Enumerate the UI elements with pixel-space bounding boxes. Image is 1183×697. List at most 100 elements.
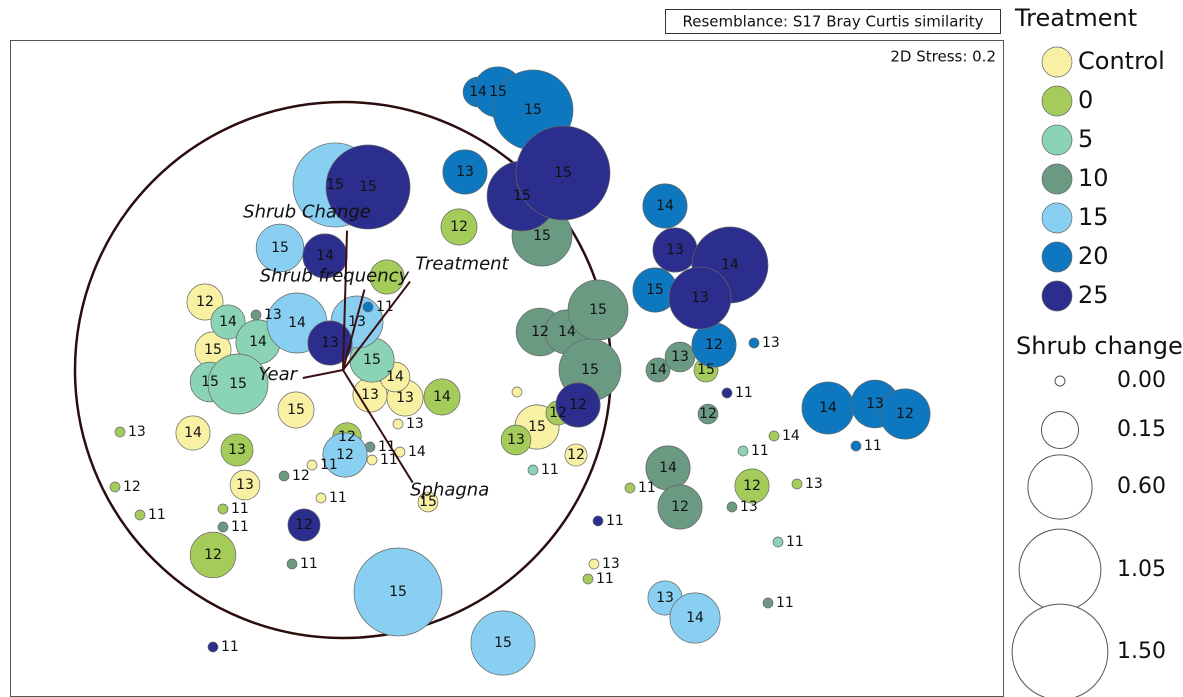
legend-swatch	[1041, 202, 1073, 234]
bubble-label: 12	[123, 479, 141, 495]
bubble	[392, 418, 404, 430]
bubble-label: 13	[762, 335, 780, 351]
bubble-label: 13	[128, 424, 146, 440]
bubble-label: 15	[287, 402, 305, 418]
bubble-label: 14	[819, 400, 837, 416]
bubble-label: 14	[558, 324, 576, 340]
bubble-label: 13	[348, 314, 366, 330]
vector	[342, 289, 366, 371]
bubble	[207, 353, 269, 415]
bubble	[582, 573, 594, 585]
bubble	[470, 610, 536, 676]
bubble-label: 11	[231, 519, 249, 535]
bubble	[306, 459, 318, 471]
bubble-label: 12	[531, 324, 549, 340]
bubble-label: 12	[671, 499, 689, 515]
bubble-label: 13	[228, 442, 246, 458]
bubble-label: 13	[406, 416, 424, 432]
bubble-label: 15	[589, 302, 607, 318]
bubble-label: 14	[469, 84, 487, 100]
bubble	[286, 558, 298, 570]
bubble-label: 15	[524, 102, 542, 118]
bubble-label: 13	[805, 476, 823, 492]
bubble-label: 13	[691, 290, 709, 306]
bubble-label: 11	[231, 501, 249, 517]
bubble-label: 15	[489, 84, 507, 100]
bubble-label: 14	[649, 362, 667, 378]
size-legend-label: 0.00	[1117, 368, 1166, 393]
bubble	[250, 309, 262, 321]
bubble-label: 13	[321, 335, 339, 351]
bubble-label: 14	[184, 425, 202, 441]
bubble	[657, 484, 703, 530]
bubble	[114, 426, 126, 438]
size-legend-circle	[1027, 454, 1093, 520]
legend-swatch	[1041, 124, 1073, 156]
bubble-label: 11	[148, 507, 166, 523]
bubble	[417, 491, 439, 513]
bubble-label: 14	[386, 369, 404, 385]
bubble	[220, 433, 254, 467]
bubble	[555, 382, 601, 428]
bubble-label: 11	[300, 556, 318, 572]
size-legend-label: 0.15	[1117, 417, 1166, 442]
bubble-label: 13	[666, 242, 684, 258]
bubble	[134, 509, 146, 521]
bubble-label: 11	[378, 439, 396, 455]
bubble	[772, 536, 784, 548]
legend-label: Control	[1078, 47, 1165, 75]
bubble-label: 12	[705, 337, 723, 353]
bubble	[217, 521, 229, 533]
bubble-label: 11	[380, 452, 398, 468]
bubble	[721, 387, 733, 399]
bubble	[511, 386, 523, 398]
size-legend-circle	[1018, 528, 1102, 612]
vector	[342, 230, 349, 371]
size-legend-circle	[1040, 410, 1080, 450]
bubble	[879, 388, 931, 440]
bubble	[592, 515, 604, 527]
bubble	[255, 223, 305, 273]
bubble-label: 12	[450, 219, 468, 235]
bubble-label: 14	[288, 315, 306, 331]
bubble-label: 15	[201, 374, 219, 390]
bubble-label: 15	[646, 282, 664, 298]
bubble-label: 11	[638, 480, 656, 496]
bubble	[210, 304, 246, 340]
bubble	[229, 469, 261, 501]
bubble-label: 12	[699, 406, 717, 422]
bubble-label: 12	[204, 547, 222, 563]
bubble-label: 14	[408, 444, 426, 460]
bubble	[515, 125, 611, 221]
bubble-label: 15	[697, 362, 715, 378]
bubble	[325, 144, 411, 230]
bubble	[217, 503, 229, 515]
bubble	[624, 482, 636, 494]
bubble	[442, 149, 488, 195]
vector	[342, 280, 411, 371]
annotation: 2D Stress: 0.2	[890, 48, 996, 66]
bubble-label: 12	[338, 429, 356, 445]
bubble	[307, 320, 353, 366]
bubble-label: 13	[507, 432, 525, 448]
bubble	[423, 378, 461, 416]
bubble-label: 15	[528, 419, 546, 435]
size-legend-circle	[1011, 603, 1109, 697]
bubble	[109, 481, 121, 493]
bubble-label: 13	[740, 499, 758, 515]
annotation-box	[665, 9, 1001, 34]
bubble-label: 11	[786, 534, 804, 550]
bubble-label: 12	[336, 447, 354, 463]
legend-label: 0	[1078, 86, 1093, 114]
annotation: Resemblance: S17 Bray Curtis similarity	[683, 13, 984, 31]
vector-label: Year	[259, 364, 299, 385]
bubble	[762, 597, 774, 609]
legend-swatch	[1041, 46, 1073, 78]
vector	[342, 369, 414, 484]
bubble-label: 14	[659, 460, 677, 476]
bubble-label: 15	[533, 228, 551, 244]
bubble-label: 13	[656, 590, 674, 606]
bubble-label: 13	[396, 390, 414, 406]
bubble-label: 14	[433, 389, 451, 405]
